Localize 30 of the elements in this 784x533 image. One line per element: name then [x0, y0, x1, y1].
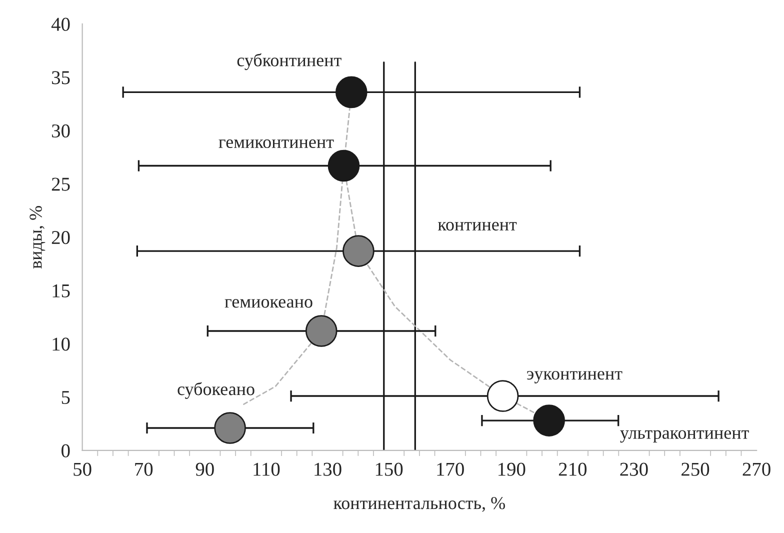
x-tick-label: 230 — [620, 462, 648, 476]
annotation: субокеано — [178, 382, 254, 399]
x-tick-label: 150 — [376, 462, 403, 476]
x-tick-label: 70 — [135, 462, 153, 476]
annotation: континент — [438, 222, 517, 231]
x-tick-label: 110 — [254, 462, 280, 476]
x-tick-label: 210 — [558, 462, 587, 476]
annotation: гемиокеано — [224, 299, 312, 308]
annotation: гемиконтинент — [218, 139, 334, 148]
x-tick-label: 270 — [742, 462, 770, 476]
x-tick-label: 50 — [74, 462, 92, 476]
x-tick-label: 170 — [437, 462, 464, 476]
y-tick-label: 35 — [52, 71, 70, 84]
y-tick-label: 15 — [52, 284, 70, 298]
y-tick-label: 40 — [51, 18, 70, 31]
annotation: субконтинент — [237, 53, 342, 70]
y-tick-label: 20 — [52, 231, 70, 244]
annotation: ультраконтинент — [620, 430, 749, 443]
x-tick-label: 130 — [314, 462, 342, 476]
x-tick-label: 90 — [196, 462, 214, 476]
y-axis-title: виды, % — [30, 206, 46, 269]
x-tick-label: 250 — [682, 462, 710, 476]
annotation: эуконтинент — [527, 370, 622, 384]
y-tick-label: 30 — [52, 124, 70, 138]
y-tick-label: 10 — [52, 338, 70, 351]
y-tick-label: 0 — [62, 444, 70, 458]
x-tick-label: 190 — [498, 462, 526, 476]
y-tick-label: 25 — [52, 178, 70, 191]
x-axis-title: континентальность, % — [334, 497, 505, 512]
y-tick-label: 5 — [62, 391, 70, 404]
